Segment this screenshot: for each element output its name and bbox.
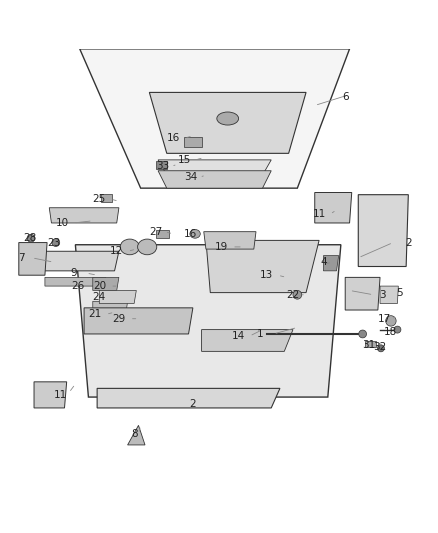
- Polygon shape: [315, 192, 352, 223]
- Text: 1: 1: [257, 329, 264, 339]
- Text: 16: 16: [167, 133, 180, 143]
- Polygon shape: [84, 308, 193, 334]
- Text: 29: 29: [112, 314, 126, 324]
- Polygon shape: [49, 208, 119, 223]
- Polygon shape: [34, 382, 67, 408]
- Ellipse shape: [394, 326, 401, 333]
- Text: 24: 24: [93, 292, 106, 302]
- Bar: [156, 230, 169, 238]
- Ellipse shape: [52, 239, 60, 246]
- Ellipse shape: [190, 230, 200, 238]
- Ellipse shape: [138, 239, 157, 255]
- Polygon shape: [158, 160, 271, 175]
- Text: 21: 21: [88, 309, 102, 319]
- Text: 14: 14: [232, 331, 245, 341]
- Text: 2: 2: [405, 238, 412, 247]
- Polygon shape: [380, 286, 398, 303]
- Text: 18: 18: [384, 327, 398, 337]
- Polygon shape: [127, 425, 145, 445]
- Polygon shape: [204, 232, 256, 249]
- Text: 16: 16: [184, 229, 198, 239]
- Ellipse shape: [378, 345, 385, 352]
- Text: 13: 13: [260, 270, 273, 280]
- Polygon shape: [99, 290, 136, 303]
- Polygon shape: [201, 329, 293, 351]
- Text: 12: 12: [110, 246, 124, 256]
- Text: 20: 20: [93, 281, 106, 291]
- Ellipse shape: [386, 316, 396, 326]
- Ellipse shape: [217, 112, 239, 125]
- Text: 9: 9: [70, 268, 77, 278]
- Polygon shape: [93, 301, 127, 317]
- Text: 15: 15: [177, 155, 191, 165]
- Text: 17: 17: [378, 314, 391, 324]
- Polygon shape: [19, 243, 47, 275]
- Text: 22: 22: [286, 290, 300, 300]
- Polygon shape: [45, 277, 106, 286]
- Text: 28: 28: [23, 233, 36, 243]
- Text: 25: 25: [93, 194, 106, 204]
- Ellipse shape: [27, 235, 35, 242]
- Polygon shape: [75, 245, 341, 397]
- Text: 7: 7: [18, 253, 24, 263]
- Bar: [156, 161, 167, 168]
- Polygon shape: [206, 240, 319, 293]
- Text: 4: 4: [320, 257, 327, 267]
- Polygon shape: [80, 49, 350, 188]
- Text: 19: 19: [215, 242, 228, 252]
- Text: 31: 31: [363, 340, 376, 350]
- Text: 5: 5: [396, 288, 403, 297]
- Polygon shape: [358, 195, 408, 266]
- Text: 11: 11: [53, 390, 67, 400]
- Text: 11: 11: [312, 209, 326, 219]
- Text: 10: 10: [56, 218, 69, 228]
- Text: 34: 34: [184, 172, 198, 182]
- Text: 23: 23: [47, 238, 60, 247]
- Ellipse shape: [120, 239, 139, 255]
- Text: 32: 32: [374, 342, 387, 352]
- Bar: [102, 194, 113, 202]
- Text: 3: 3: [379, 290, 385, 300]
- Polygon shape: [158, 171, 271, 188]
- Ellipse shape: [293, 290, 302, 299]
- Polygon shape: [41, 251, 119, 271]
- Polygon shape: [93, 277, 119, 290]
- Text: 6: 6: [342, 92, 349, 102]
- Polygon shape: [345, 277, 380, 310]
- Text: 26: 26: [71, 281, 84, 291]
- Text: 8: 8: [131, 429, 138, 439]
- Polygon shape: [149, 92, 306, 154]
- Bar: [184, 137, 201, 147]
- Text: 27: 27: [149, 227, 162, 237]
- Polygon shape: [323, 256, 339, 271]
- Text: 2: 2: [190, 399, 196, 409]
- Ellipse shape: [359, 330, 367, 338]
- Bar: [365, 341, 376, 347]
- Polygon shape: [97, 389, 280, 408]
- Text: 33: 33: [156, 161, 169, 172]
